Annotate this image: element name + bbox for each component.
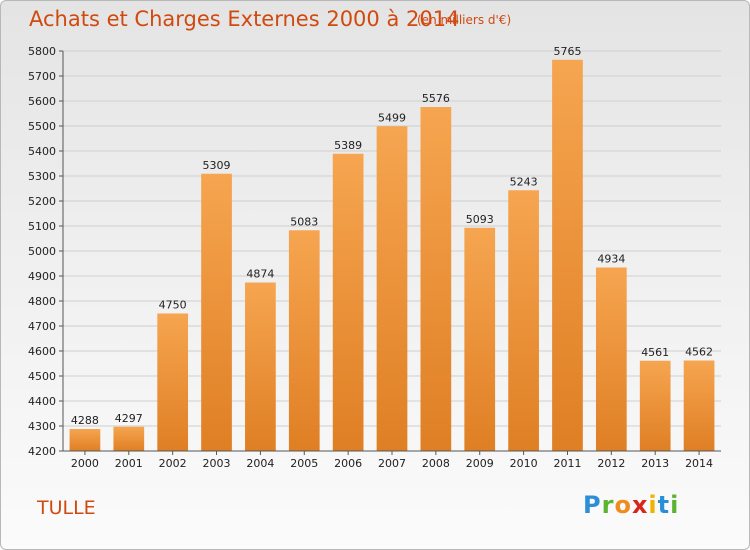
data-label: 4874	[246, 268, 274, 281]
y-tick-label: 5500	[28, 120, 56, 133]
y-tick-label: 5300	[28, 170, 56, 183]
proxiti-logo: Proxiti	[583, 491, 679, 519]
bars: 4288 4297 4750 5309 4874 5083 5389 5499 5576 5093…	[69, 45, 715, 451]
place-name: TULLE	[37, 497, 96, 519]
data-label: 5309	[203, 159, 231, 172]
bar	[420, 107, 452, 451]
axes: 4200 4300 4400 4500 4600 4700 4800 4900 5000 5100…	[28, 45, 721, 470]
x-tick-label: 2009	[466, 457, 494, 470]
logo-letter: o	[614, 491, 632, 519]
data-label: 5243	[510, 175, 538, 188]
x-tick-label: 2003	[203, 457, 231, 470]
data-label: 5083	[290, 215, 318, 228]
data-label: 5389	[334, 139, 362, 152]
bar	[464, 227, 496, 451]
y-tick-label: 5600	[28, 95, 56, 108]
x-tick-label: 2011	[553, 457, 581, 470]
y-tick-label: 4500	[28, 370, 56, 383]
y-tick-label: 4900	[28, 270, 56, 283]
data-label: 4561	[641, 346, 669, 359]
y-tick-label: 5400	[28, 145, 56, 158]
data-label: 5576	[422, 92, 450, 105]
x-tick-label: 2005	[290, 457, 318, 470]
x-tick-label: 2014	[685, 457, 713, 470]
x-tick-label: 2010	[510, 457, 538, 470]
y-tick-label: 5000	[28, 245, 56, 258]
bar	[113, 426, 145, 451]
bar	[245, 282, 276, 451]
chart-title: Achats et Charges Externes 2000 à 2014	[29, 7, 460, 31]
y-tick-label: 5800	[28, 45, 56, 58]
bar	[376, 126, 408, 451]
data-label: 4750	[159, 299, 187, 312]
bar	[332, 153, 364, 451]
bar	[157, 313, 189, 451]
x-tick-label: 2007	[378, 457, 406, 470]
x-tick-label: 2001	[115, 457, 143, 470]
logo-letter: r	[601, 491, 615, 519]
x-tick-label: 2013	[641, 457, 669, 470]
bar	[201, 173, 232, 451]
x-tick-label: 2006	[334, 457, 362, 470]
bar	[683, 360, 715, 451]
x-tick-label: 2002	[159, 457, 187, 470]
y-tick-label: 5100	[28, 220, 56, 233]
bar	[69, 429, 101, 451]
data-label: 4934	[597, 253, 625, 266]
logo-letter: P	[583, 491, 602, 519]
data-label: 5765	[553, 45, 581, 58]
x-tick-label: 2000	[71, 457, 99, 470]
logo-letter: i	[670, 491, 680, 519]
x-tick-label: 2004	[246, 457, 274, 470]
y-tick-label: 5200	[28, 195, 56, 208]
bar	[595, 267, 627, 451]
logo-letter: i	[648, 491, 658, 519]
y-tick-label: 4700	[28, 320, 56, 333]
bar	[552, 59, 583, 451]
y-tick-label: 5700	[28, 70, 56, 83]
chart-subtitle: (en milliers d'€)	[417, 13, 512, 27]
logo-letter: t	[657, 491, 671, 519]
y-tick-label: 4300	[28, 420, 56, 433]
data-label: 4288	[71, 414, 99, 427]
logo-letter: x	[631, 491, 649, 519]
data-label: 5093	[466, 213, 494, 226]
data-label: 4297	[115, 412, 143, 425]
x-tick-label: 2012	[597, 457, 625, 470]
y-tick-label: 4800	[28, 295, 56, 308]
data-label: 5499	[378, 111, 406, 124]
bar	[508, 190, 539, 451]
y-tick-label: 4600	[28, 345, 56, 358]
bar	[288, 230, 320, 451]
bar	[639, 360, 671, 451]
y-tick-label: 4200	[28, 445, 56, 458]
y-tick-label: 4400	[28, 395, 56, 408]
x-tick-label: 2008	[422, 457, 450, 470]
data-label: 4562	[685, 346, 713, 359]
